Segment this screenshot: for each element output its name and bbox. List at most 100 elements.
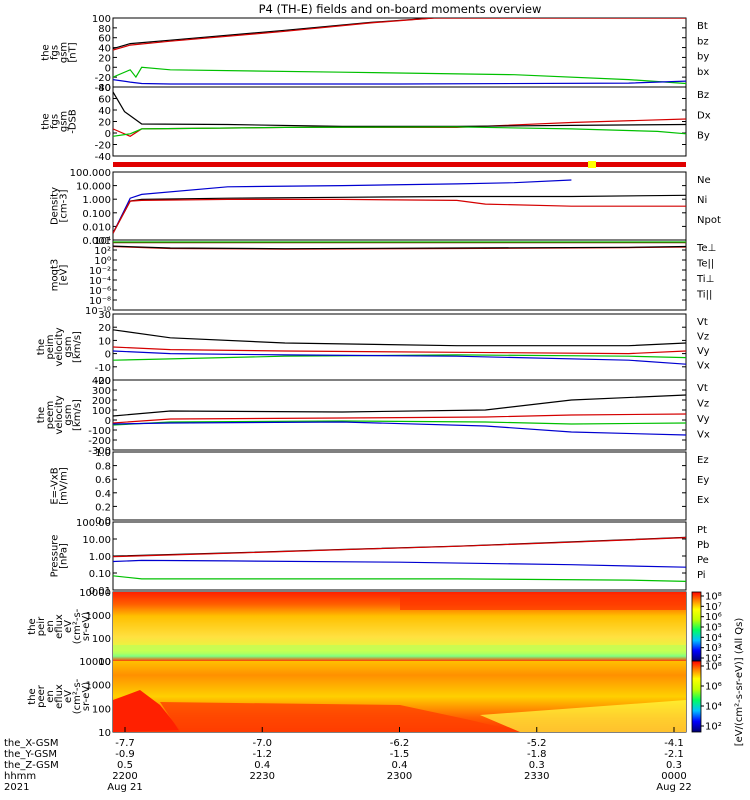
y-axis-label: fgs	[50, 45, 61, 60]
y-axis-label: peir	[36, 616, 47, 636]
legend-entry: Vt	[697, 383, 708, 394]
x-row-label: the_Y-GSM	[4, 749, 57, 760]
series-Vx	[113, 421, 686, 436]
y-tick-label: 10²	[94, 246, 111, 257]
y-tick-label: 10	[98, 336, 111, 347]
y-tick-label: -40	[95, 83, 111, 94]
legend-entry: Ti||	[696, 290, 712, 301]
y-tick-label: 0.8	[95, 462, 111, 473]
y-axis-label: sr-eV)	[81, 682, 92, 711]
series-Vy	[113, 420, 686, 426]
x-row-label: the_X-GSM	[4, 738, 58, 749]
legend-entry: Pb	[697, 540, 709, 551]
legend-entry: Pi	[697, 570, 706, 581]
x-row-value: -7.0	[252, 738, 272, 749]
y-tick-label: 60	[98, 34, 111, 45]
colorbar-tick-label: 10⁶	[705, 612, 722, 623]
y-tick-label: -20	[95, 73, 111, 84]
y-tick-label: 200	[92, 396, 111, 407]
y-tick-label: 1000	[86, 611, 111, 622]
series-bz	[113, 18, 686, 51]
plot-title: P4 (TH-E) fields and on-board moments ov…	[259, 2, 542, 16]
y-tick-label: -100	[88, 426, 111, 437]
panels: 100806040200-20-40thefgsgsm[nT]Btbzbybx8…	[27, 14, 721, 739]
series-Pe	[113, 575, 686, 582]
y-tick-label: 80	[98, 24, 111, 35]
y-tick-label: 1.0	[95, 448, 111, 459]
x-axis: the_X-GSM -7.7 -7.0 -6.2 -5.2 -4.1 the_Y-GSM -0…	[4, 727, 692, 793]
legend-entry: Ex	[697, 495, 709, 506]
y-tick-label: 10.00	[82, 535, 111, 546]
y-axis-label: velocity	[54, 395, 65, 434]
x-row-label: 2021	[4, 782, 29, 793]
x-row-value: 2330	[524, 771, 549, 782]
colorbar	[691, 591, 702, 733]
legend-entry: Npot	[697, 215, 721, 226]
y-tick-label: 20	[98, 53, 111, 64]
y-tick-label: 60	[98, 95, 111, 106]
x-row-value: 0.3	[666, 760, 682, 771]
legend-entry: Vz	[697, 332, 709, 343]
y-axis-label: eflux	[54, 684, 65, 709]
y-tick-label: 1000	[86, 681, 111, 692]
x-row-value: -5.2	[527, 738, 547, 749]
x-row-value: -7.7	[115, 738, 135, 749]
panel-frame	[112, 451, 687, 521]
series-Dx	[113, 91, 686, 128]
y-tick-label: -200	[88, 436, 111, 447]
y-tick-label: 400	[92, 376, 111, 387]
y-axis-label: the	[27, 688, 38, 704]
x-row-value: 0000	[661, 771, 686, 782]
y-axis-label: en	[45, 620, 56, 633]
x-row-value: 0.4	[254, 760, 270, 771]
y-tick-label: 0	[105, 63, 111, 74]
legend-entry: Vx	[697, 361, 710, 372]
y-tick-label: 30	[98, 310, 111, 321]
y-tick-label: 80	[98, 83, 111, 94]
legend-entry: Pt	[697, 525, 707, 536]
y-axis-label: Pressure	[50, 535, 61, 578]
y-axis-label: eV	[63, 620, 74, 633]
legend-entry: Ni	[697, 195, 707, 206]
y-tick-label: 100.00	[76, 518, 111, 529]
colorbar-tick-label: 10⁴	[705, 633, 722, 644]
series-Vz	[113, 346, 686, 355]
y-axis-label: [nPa]	[59, 543, 70, 569]
x-row-value: -1.2	[252, 749, 272, 760]
legend-entry: bz	[697, 36, 709, 47]
y-axis-label: gsm	[63, 404, 74, 425]
y-tick-label: 20	[98, 323, 111, 334]
y-tick-label: 100	[92, 406, 111, 417]
series-Npot	[113, 179, 572, 234]
y-tick-label: 10⁻⁶	[89, 286, 111, 297]
y-tick-label: 0	[105, 129, 111, 140]
y-axis-label: the	[41, 113, 52, 129]
y-axis-label: [nT]	[68, 42, 79, 62]
electron-spectrogram	[113, 661, 686, 732]
legend-entry: Ey	[697, 475, 709, 486]
y-axis-label: fgs	[50, 114, 61, 129]
y-tick-label: 0.4	[95, 489, 111, 500]
legend-entry: Bt	[697, 21, 708, 32]
series-By	[113, 126, 686, 137]
y-tick-label: 10⁴	[94, 236, 111, 247]
y-tick-label: 10000	[79, 588, 111, 599]
series-Vx	[113, 350, 686, 365]
x-row-label: the_Z-GSM	[4, 760, 59, 771]
series-Vt	[113, 329, 686, 347]
y-tick-label: 10000	[79, 657, 111, 668]
y-tick-label: 300	[92, 386, 111, 397]
y-tick-label: 40	[98, 44, 111, 55]
legend-entry: Vy	[697, 346, 710, 357]
y-axis-label: [km/s]	[72, 331, 83, 363]
x-row-label: hhmm	[4, 771, 36, 782]
y-tick-label: -300	[88, 446, 111, 457]
y-axis-label: moqt3	[50, 259, 61, 292]
y-axis-label: eflux	[54, 614, 65, 639]
x-row-value: -6.2	[390, 738, 410, 749]
y-axis-label: the	[36, 339, 47, 355]
y-axis-label: peim	[45, 334, 56, 359]
